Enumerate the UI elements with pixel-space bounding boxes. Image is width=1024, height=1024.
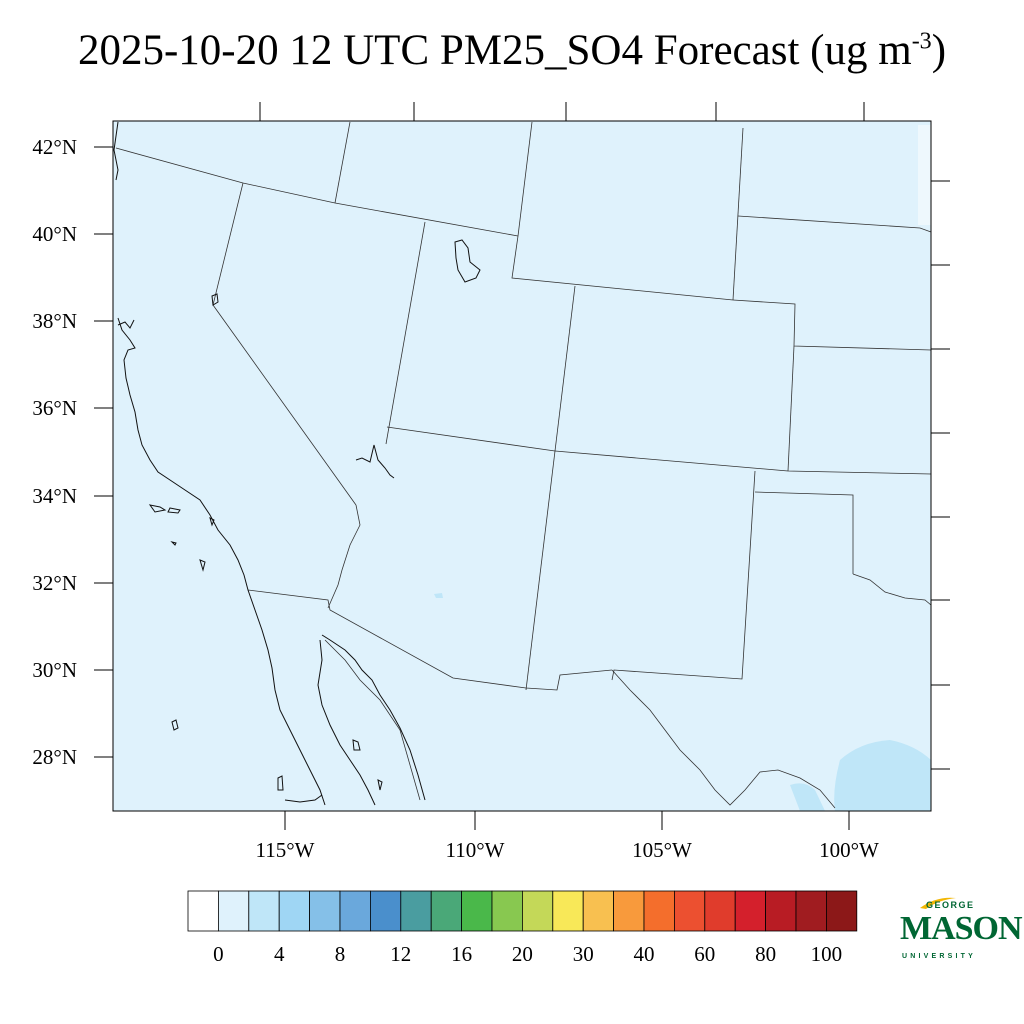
concentration-patch-east xyxy=(834,740,931,811)
lat-label: 32°N xyxy=(32,571,77,595)
colorbar-swatch xyxy=(491,890,523,932)
colorbar-swatch xyxy=(461,890,493,932)
colorbar-swatch xyxy=(278,890,311,932)
colorbar-swatch xyxy=(613,890,645,932)
lat-labels: 42°N 40°N 38°N 36°N 34°N 32°N 30°N 28°N xyxy=(32,135,77,769)
concentration-patch-gulf xyxy=(790,783,825,811)
colorbar-label: 60 xyxy=(694,942,715,966)
map-background xyxy=(113,121,931,811)
colorbar-label: 0 xyxy=(213,942,224,966)
gmu-logo: GEORGE MASON UNIVERSITY xyxy=(896,896,1023,968)
colorbar-swatch xyxy=(765,890,797,932)
top-ticks xyxy=(259,102,865,121)
page-title: 2025-10-20 12 UTC PM25_SO4 Forecast (ug … xyxy=(77,27,947,74)
colorbar-label: 12 xyxy=(390,942,411,966)
colorbar-swatch xyxy=(309,890,341,932)
colorbar-swatch xyxy=(248,890,280,932)
lat-label: 42°N xyxy=(32,135,77,159)
colorbar-label: 4 xyxy=(274,942,285,966)
colorbar-swatch xyxy=(369,890,402,932)
colorbar-label: 16 xyxy=(451,942,472,966)
logo-university: UNIVERSITY xyxy=(902,953,977,960)
logo-swoosh-icon xyxy=(920,897,956,909)
lon-label: 110°W xyxy=(446,838,505,862)
colorbar-label: 20 xyxy=(512,942,533,966)
right-ticks xyxy=(931,180,950,770)
colorbar-swatch xyxy=(187,890,219,932)
lat-label: 30°N xyxy=(32,658,77,682)
lon-label: 100°W xyxy=(819,838,879,862)
lat-label: 34°N xyxy=(32,484,77,508)
bottom-ticks xyxy=(284,811,850,830)
left-ticks xyxy=(94,146,113,758)
colorbar-label: 40 xyxy=(634,942,655,966)
state-borders xyxy=(115,121,932,809)
logo-mason: MASON xyxy=(900,910,1023,947)
coastlines xyxy=(113,121,481,806)
concentration-patch-small xyxy=(434,593,443,598)
colorbar-swatch xyxy=(704,890,736,932)
colorbar-swatch xyxy=(339,890,371,932)
lon-label: 115°W xyxy=(256,838,315,862)
map-frame xyxy=(112,120,932,812)
colorbar-swatch xyxy=(582,890,615,932)
colorbar-swatch xyxy=(734,890,767,932)
colorbar-label: 100 xyxy=(811,942,843,966)
lon-labels: 115°W 110°W 105°W 100°W xyxy=(256,838,880,862)
colorbar-swatch xyxy=(522,890,554,932)
lat-label: 36°N xyxy=(32,396,77,420)
colorbar-label: 30 xyxy=(573,942,594,966)
colorbar-label: 8 xyxy=(335,942,346,966)
lon-label: 105°W xyxy=(632,838,692,862)
lat-label: 40°N xyxy=(32,222,77,246)
colorbar-swatch xyxy=(826,890,858,932)
colorbar-swatch xyxy=(430,890,463,932)
colorbar-swatch xyxy=(795,890,827,932)
colorbar xyxy=(187,890,858,932)
colorbar-swatch xyxy=(643,890,675,932)
logo-george: GEORGE xyxy=(926,900,975,910)
colorbar-swatch xyxy=(674,890,706,932)
colorbar-label: 80 xyxy=(755,942,776,966)
lat-label: 38°N xyxy=(32,309,77,333)
concentration-patch-edge xyxy=(918,125,931,225)
colorbar-labels: 0 4 8 12 16 20 30 40 60 80 100 xyxy=(213,942,842,966)
colorbar-swatch xyxy=(552,890,584,932)
colorbar-swatch xyxy=(217,890,250,932)
colorbar-swatch xyxy=(400,890,432,932)
lat-label: 28°N xyxy=(32,745,77,769)
